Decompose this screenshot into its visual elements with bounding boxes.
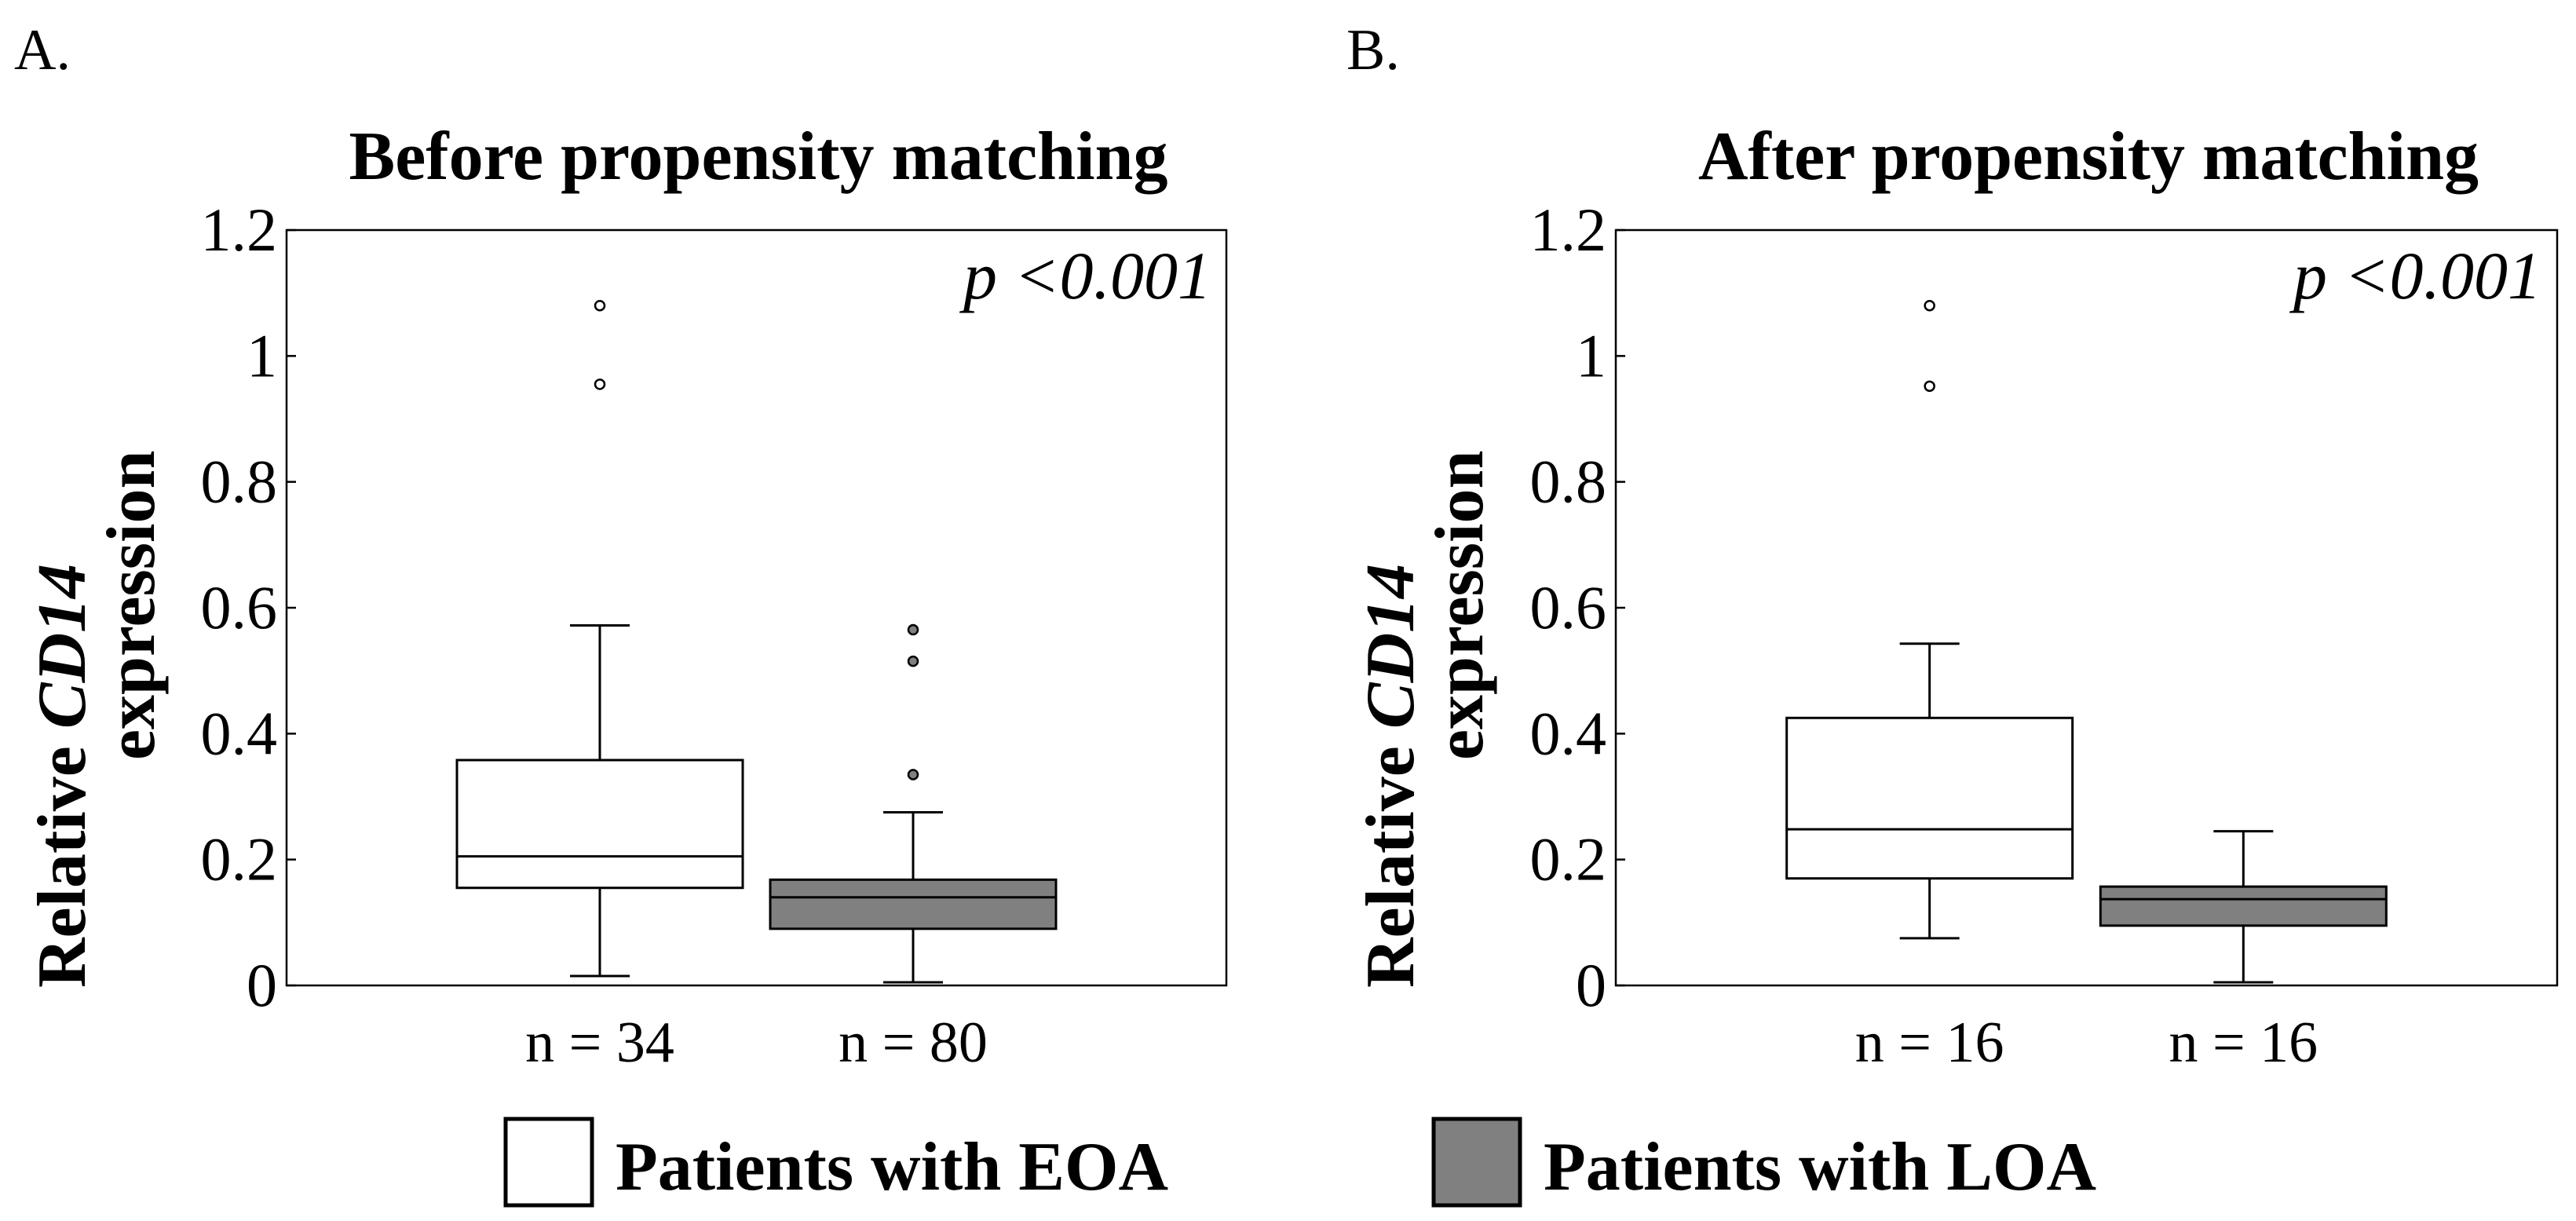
panel-b-eoa-outlier (1924, 299, 1935, 312)
panel-b-ytick-label: 0.8 (1530, 448, 1607, 516)
panel-a: A. Before propensity matching Relative C… (14, 18, 1228, 1075)
panel-a-n-eoa: n = 34 (525, 1011, 674, 1075)
panel-a-ytick-label: 1 (247, 321, 277, 389)
panel-b-ytick-label: 0 (1576, 951, 1606, 1019)
panel-b-yticks: 0 0.2 0.4 0.6 0.8 1 1.2 (1530, 196, 1625, 1019)
panel-a-letter: A. (14, 18, 71, 82)
panel-a-loa-box (769, 878, 1058, 930)
panel-b-pvalue: p <0.001 (2289, 238, 2541, 313)
panel-a-pvalue: p <0.001 (959, 238, 1211, 313)
panel-b-ytick-label: 0.6 (1530, 573, 1607, 642)
panel-a-ylabel-gene: CD14 (24, 564, 100, 729)
panel-b-ytick-label: 0.4 (1530, 699, 1607, 767)
panel-a-loa-outlier (907, 769, 919, 780)
panel-a-ytick-label: 0.2 (201, 825, 278, 894)
panel-b-boxes (1785, 299, 2388, 984)
panel-b-ylabel: Relative CD14 expression (1353, 451, 1498, 988)
panel-b-pvalue-value: <0.001 (2344, 238, 2541, 313)
panel-b-title: After propensity matching (1698, 119, 2479, 195)
panel-b-eoa-box (1785, 716, 2074, 880)
panel-b-ytick-label: 1 (1576, 321, 1606, 389)
panel-b-ytick-label: 0.2 (1530, 825, 1607, 894)
panel-a-eoa-outlier (594, 378, 606, 390)
panel-a-ylabel-plain: Relative (24, 729, 100, 988)
panel-a-ytick-label: 1.2 (201, 196, 278, 264)
panel-a-title: Before propensity matching (349, 119, 1168, 195)
legend-swatch-loa (1431, 1117, 1522, 1208)
panel-b-loa-box (2099, 885, 2388, 927)
panel-a-loa-outlier (907, 655, 919, 667)
panel-a-n-loa: n = 80 (839, 1011, 988, 1075)
panel-b-n-eoa: n = 16 (1855, 1011, 2004, 1075)
panel-a-loa-outlier (907, 623, 919, 636)
panel-a-eoa-box (455, 759, 744, 890)
panel-b-ylabel-gene: CD14 (1353, 564, 1429, 729)
panel-a-ytick-label: 0 (247, 951, 277, 1019)
panel-a-ytick-label: 0.6 (201, 573, 278, 642)
panel-b-ylabel-plain: Relative (1353, 729, 1429, 988)
panel-a-axes-frame (285, 228, 1228, 987)
panel-a-ylabel-line1: Relative CD14 (24, 564, 100, 988)
legend-swatch-eoa (503, 1117, 594, 1208)
panel-a-ytick-label: 0.4 (201, 699, 278, 767)
panel-b-eoa-boxplot (1785, 299, 2074, 940)
panel-a-ylabel-line2: expression (93, 451, 170, 760)
legend-label-eoa: Patients with EOA (616, 1129, 1168, 1205)
panel-b-n-loa: n = 16 (2169, 1011, 2318, 1075)
panel-b-axes-frame (1614, 228, 2559, 987)
panel-a-pvalue-value: <0.001 (1014, 238, 1211, 313)
panel-a-boxes (455, 299, 1058, 984)
panel-a-yticks: 0 0.2 0.4 0.6 0.8 1 1.2 (201, 196, 296, 1019)
panel-b-ylabel-line1: Relative CD14 (1353, 564, 1429, 988)
panel-b-eoa-outlier (1924, 380, 1935, 393)
panel-b-letter: B. (1346, 18, 1400, 82)
panel-a-eoa-boxplot (455, 299, 744, 978)
panel-b-ytick-label: 1.2 (1530, 196, 1607, 264)
panel-a-loa-boxplot (769, 623, 1058, 984)
panel-b: B. After propensity matching Relative CD… (1346, 18, 2559, 1075)
panel-b-loa-boxplot (2099, 830, 2388, 984)
panel-a-ytick-label: 0.8 (201, 448, 278, 516)
panel-b-pvalue-prefix: p (2289, 238, 2327, 313)
panel-a-pvalue-prefix: p (959, 238, 997, 313)
panel-b-ylabel-line2: expression (1422, 451, 1498, 760)
panel-a-ylabel: Relative CD14 expression (24, 451, 170, 988)
legend: Patients with EOA Patients with LOA (503, 1117, 2096, 1208)
legend-label-loa: Patients with LOA (1544, 1129, 2096, 1205)
panel-a-eoa-outlier (594, 299, 606, 312)
